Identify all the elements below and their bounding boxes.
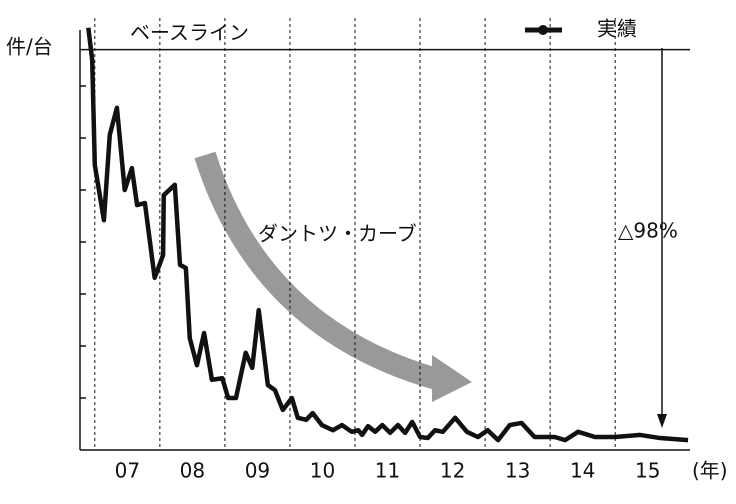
x-tick-label: 12	[440, 459, 465, 483]
curve-arrow-head	[432, 355, 472, 402]
y-label: 件/台	[6, 35, 53, 59]
x-tick-label: 09	[245, 459, 270, 483]
curve-arrow	[194, 151, 443, 391]
legend-label: 実績	[597, 17, 637, 41]
baseline-label: ベースライン	[130, 21, 249, 45]
x-tick-label: 11	[375, 459, 400, 483]
x-tick-label: 08	[180, 459, 205, 483]
x-tick-label: 14	[570, 459, 595, 483]
x-tick-label: 07	[115, 459, 140, 483]
curve-label: ダントツ・カーブ	[258, 222, 417, 246]
reduction-arrow-head	[657, 414, 667, 428]
x-tick-label: 10	[310, 459, 335, 483]
legend-dot	[538, 25, 548, 35]
reduction-label: △98%	[618, 219, 678, 243]
x-tick-label: 13	[505, 459, 530, 483]
x-label: (年)	[692, 459, 728, 483]
data-line	[86, 27, 689, 443]
x-tick-label: 15	[635, 459, 660, 483]
